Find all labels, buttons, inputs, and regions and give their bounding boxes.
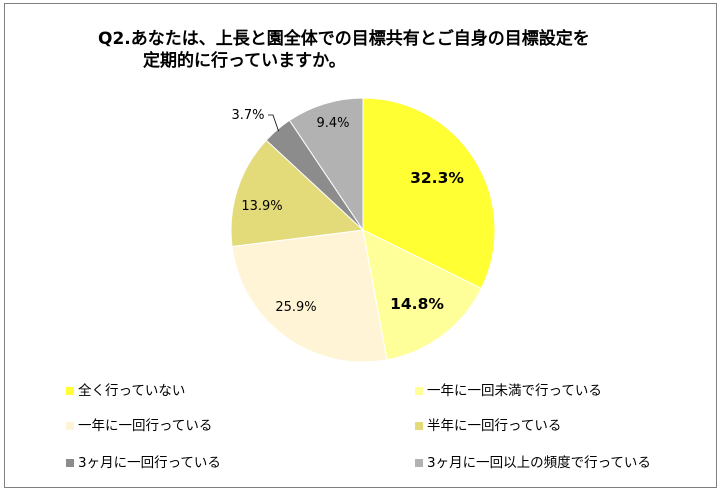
slice-data-label: 32.3% (410, 169, 464, 187)
slice-data-label: 9.4% (316, 116, 349, 131)
pie-slice (362, 229, 483, 361)
pie-slice (231, 229, 388, 363)
chart-title: Q2.あなたは、上長と園全体での目標共有とご自身の目標設定を 定期的に行っていま… (0, 28, 723, 72)
slice-data-label: 13.9% (241, 199, 282, 214)
slice-data-label: 25.9% (275, 300, 316, 315)
chart-title-line2: 定期的に行っていますか。 (143, 51, 346, 71)
pie-slice (230, 139, 365, 248)
leader-line (268, 114, 279, 132)
pie-slice (362, 97, 496, 290)
chart-title-line1: Q2.あなたは、上長と園全体での目標共有とご自身の目標設定を (98, 29, 590, 49)
slice-data-label: 14.8% (390, 295, 444, 313)
slice-data-label: 3.7% (231, 108, 264, 123)
pie-slice (288, 97, 364, 232)
